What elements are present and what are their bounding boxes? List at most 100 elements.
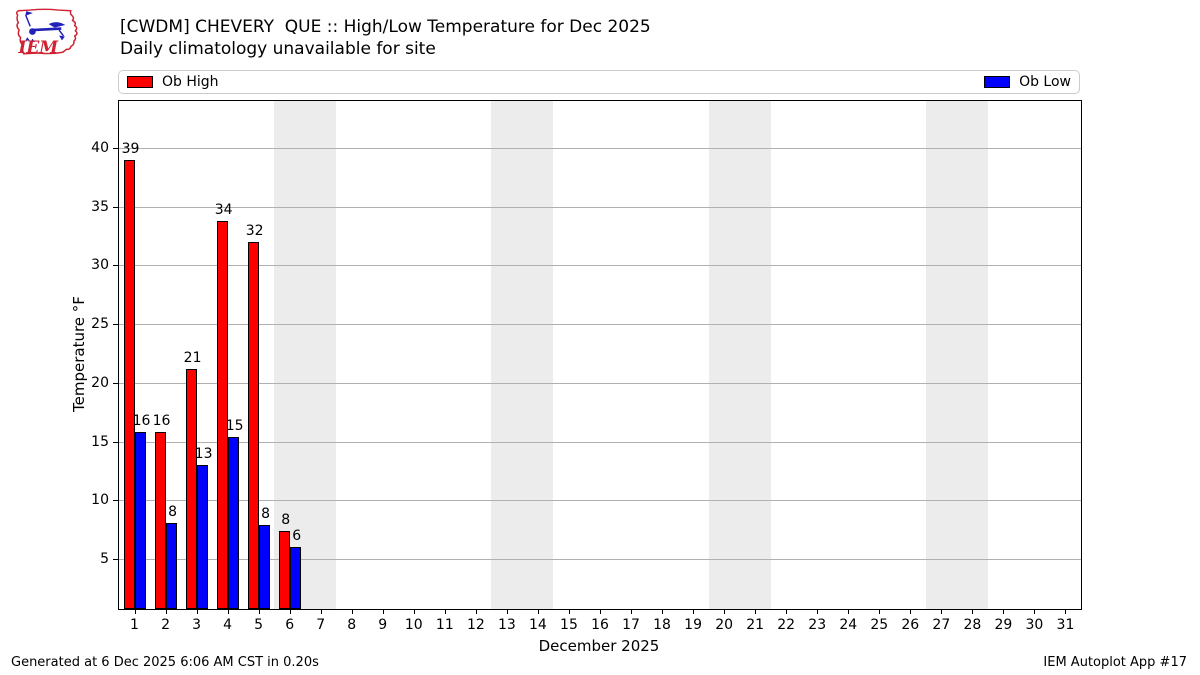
legend-item-ob-low: Ob Low — [984, 74, 1071, 90]
x-tick-mark — [413, 609, 415, 614]
y-tick-mark — [113, 206, 118, 208]
x-tick-mark — [755, 609, 757, 614]
y-tick-mark — [113, 558, 118, 560]
y-gridline — [119, 265, 1081, 267]
x-tick-mark — [1065, 609, 1067, 614]
ob-high-bar — [185, 368, 197, 609]
y-tick-label: 15 — [91, 433, 109, 450]
x-tick-mark — [1003, 609, 1005, 614]
y-tick-mark — [113, 324, 118, 326]
x-tick-mark — [786, 609, 788, 614]
legend: Ob High Ob Low — [118, 70, 1080, 94]
x-tick-mark — [134, 609, 136, 614]
x-tick-mark — [227, 609, 229, 614]
y-gridline — [119, 206, 1081, 208]
ob-low-label: Ob Low — [1019, 74, 1071, 90]
iowa-outline — [15, 8, 78, 55]
y-tick-label: 30 — [91, 257, 109, 274]
y-tick-label: 35 — [91, 198, 109, 215]
y-gridline — [119, 500, 1081, 502]
x-tick-label: 30 — [1025, 617, 1044, 633]
title-block: [CWDM] CHEVERY QUE :: High/Low Temperatu… — [120, 16, 651, 60]
x-tick-label: 15 — [560, 617, 578, 633]
y-tick-mark — [113, 382, 118, 384]
x-tick-label: 2 — [161, 617, 171, 633]
chart-title: [CWDM] CHEVERY QUE :: High/Low Temperatu… — [120, 17, 651, 37]
y-axis-title: Temperature °F — [70, 296, 88, 412]
ob-low-bar — [258, 524, 270, 609]
ob-low-bar — [134, 432, 146, 609]
y-tick-mark — [113, 441, 118, 443]
weather-vane-icon — [25, 11, 66, 43]
x-tick-mark — [848, 609, 850, 614]
x-tick-mark — [382, 609, 384, 614]
iem-logo-text: IEM — [17, 38, 59, 58]
x-tick-label: 13 — [497, 617, 516, 633]
x-tick-label: 7 — [316, 617, 326, 633]
chart-subtitle: Daily climatology unavailable for site — [120, 39, 436, 59]
x-tick-label: 19 — [684, 617, 703, 633]
y-tick-label: 5 — [100, 550, 109, 567]
x-tick-label: 6 — [285, 617, 295, 633]
x-tick-label: 16 — [591, 617, 609, 633]
x-tick-label: 22 — [777, 617, 796, 633]
x-tick-label: 21 — [746, 617, 765, 633]
x-tick-mark — [289, 609, 291, 614]
ob-low-value-label: 15 — [225, 417, 244, 434]
ob-high-value-label: 39 — [121, 140, 140, 157]
x-tick-label: 14 — [529, 617, 547, 633]
ob-high-bar — [247, 241, 259, 609]
x-tick-label: 4 — [223, 617, 233, 633]
x-tick-label: 17 — [622, 617, 640, 633]
ob-high-value-label: 32 — [245, 222, 264, 239]
ob-high-label: Ob High — [162, 74, 219, 90]
y-tick-label: 20 — [91, 374, 109, 391]
ob-low-value-label: 8 — [261, 505, 271, 522]
ob-high-bar — [154, 432, 166, 609]
x-tick-label: 26 — [901, 617, 920, 633]
x-tick-label: 24 — [839, 617, 858, 633]
x-tick-label: 11 — [435, 617, 454, 633]
ob-low-value-label: 13 — [194, 446, 213, 463]
x-tick-mark — [258, 609, 260, 614]
weekend-shading-band — [491, 101, 554, 609]
x-tick-label: 28 — [963, 617, 982, 633]
ob-high-value-label: 16 — [152, 413, 171, 430]
x-tick-label: 18 — [653, 617, 671, 633]
y-tick-label: 25 — [91, 316, 109, 333]
ob-high-swatch — [127, 76, 153, 88]
plot-area: 5 10 15 20 25 30 35 40 1 2 3 4 5 6 7 8 9 10 11 12 13 14 15 16 17… — [91, 100, 1082, 633]
x-tick-mark — [568, 609, 570, 614]
y-gridline — [119, 558, 1081, 560]
generated-timestamp: Generated at 6 Dec 2025 6:06 AM CST in 0… — [11, 655, 319, 670]
ob-high-bar — [278, 530, 290, 609]
ob-high-bar — [216, 220, 228, 609]
x-tick-label: 10 — [404, 617, 423, 633]
x-tick-label: 9 — [378, 617, 388, 633]
ob-high-bar — [123, 159, 135, 609]
ob-high-value-label: 8 — [281, 511, 291, 528]
x-tick-label: 27 — [932, 617, 951, 633]
x-tick-label: 1 — [130, 617, 139, 633]
ob-high-value-label: 34 — [214, 201, 233, 218]
x-tick-mark — [320, 609, 322, 614]
ob-low-swatch — [984, 76, 1011, 88]
x-tick-label: 25 — [870, 617, 889, 633]
x-tick-mark — [910, 609, 912, 614]
y-tick-label: 10 — [91, 492, 109, 509]
legend-item-ob-high: Ob High — [127, 74, 219, 90]
x-tick-label: 5 — [254, 617, 264, 633]
x-tick-mark — [662, 609, 664, 614]
x-tick-label: 23 — [808, 617, 827, 633]
x-axis-title: December 2025 — [538, 637, 660, 655]
x-tick-mark — [631, 609, 633, 614]
ob-low-value-label: 6 — [292, 528, 302, 545]
x-tick-mark — [972, 609, 974, 614]
x-tick-label: 29 — [994, 617, 1013, 633]
x-tick-label: 20 — [715, 617, 734, 633]
y-gridline — [119, 324, 1081, 326]
ob-high-value-label: 21 — [183, 349, 202, 366]
app-credit: IEM Autoplot App #17 — [1043, 655, 1187, 670]
x-tick-mark — [600, 609, 601, 614]
